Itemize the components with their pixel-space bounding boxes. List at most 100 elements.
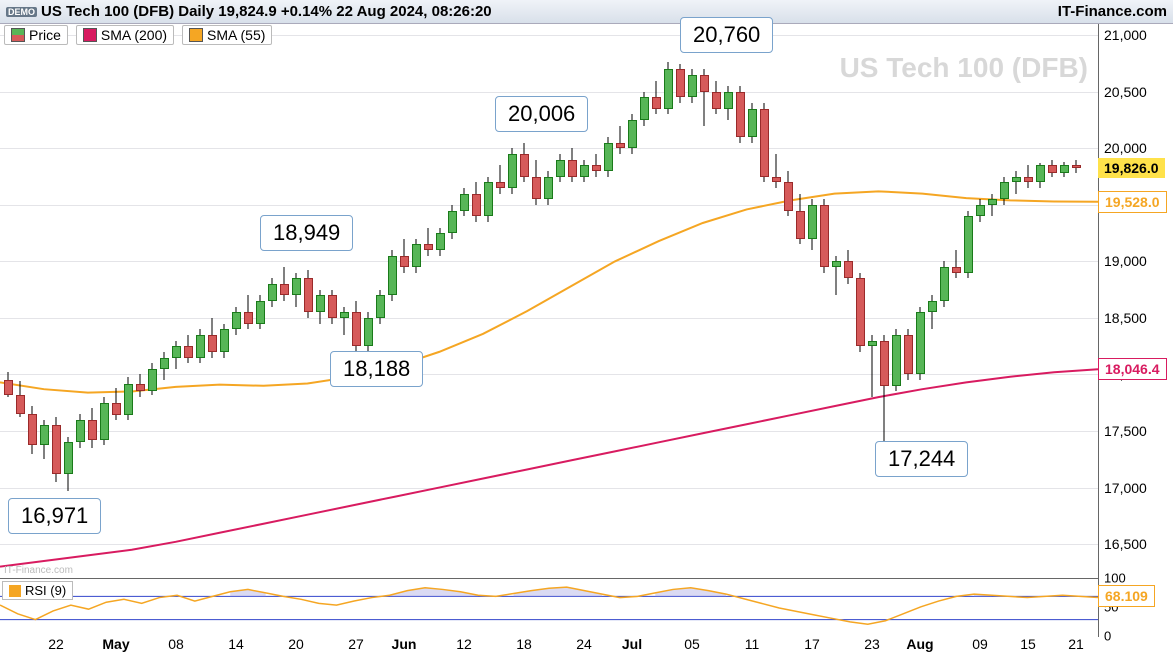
y-tick: 17,000 <box>1104 480 1147 496</box>
candle[interactable] <box>172 341 181 369</box>
candle[interactable] <box>112 388 121 420</box>
candle[interactable] <box>700 69 709 126</box>
candle[interactable] <box>1048 160 1057 177</box>
candle[interactable] <box>196 329 205 363</box>
candle[interactable] <box>16 381 25 417</box>
candle[interactable] <box>664 62 673 114</box>
candle[interactable] <box>340 307 349 335</box>
candle[interactable] <box>256 295 265 329</box>
legend-item[interactable]: SMA (55) <box>182 25 272 45</box>
candle[interactable] <box>316 290 325 324</box>
candle[interactable] <box>76 414 85 448</box>
candle[interactable] <box>412 239 421 273</box>
candle[interactable] <box>928 295 937 329</box>
candle[interactable] <box>544 171 553 205</box>
candle[interactable] <box>64 437 73 491</box>
candle[interactable] <box>208 318 217 358</box>
candle[interactable] <box>244 295 253 329</box>
candle[interactable] <box>484 177 493 222</box>
candle[interactable] <box>640 92 649 126</box>
candle[interactable] <box>736 86 745 143</box>
candle[interactable] <box>832 256 841 296</box>
candle[interactable] <box>988 194 997 217</box>
candle[interactable] <box>568 148 577 182</box>
candle[interactable] <box>904 329 913 380</box>
candle[interactable] <box>616 126 625 154</box>
candle[interactable] <box>604 137 613 177</box>
legend-item[interactable]: Price <box>4 25 68 45</box>
candle[interactable] <box>784 171 793 216</box>
candle[interactable] <box>892 329 901 391</box>
y-tick: 18,500 <box>1104 310 1147 326</box>
candle[interactable] <box>280 267 289 301</box>
candle[interactable] <box>748 103 757 143</box>
candle[interactable] <box>1012 171 1021 194</box>
candle[interactable] <box>844 250 853 284</box>
candle[interactable] <box>712 81 721 115</box>
candle[interactable] <box>628 114 637 154</box>
candle[interactable] <box>100 397 109 444</box>
candle[interactable] <box>220 324 229 358</box>
candle[interactable] <box>232 307 241 335</box>
candle[interactable] <box>136 374 145 397</box>
candle[interactable] <box>820 199 829 272</box>
candle[interactable] <box>328 290 337 324</box>
candle[interactable] <box>124 377 133 420</box>
candle[interactable] <box>808 199 817 250</box>
candle[interactable] <box>580 160 589 183</box>
candle[interactable] <box>520 143 529 183</box>
y-tick: 20,500 <box>1104 84 1147 100</box>
candle[interactable] <box>352 301 361 353</box>
candle[interactable] <box>460 188 469 216</box>
candle[interactable] <box>724 86 733 120</box>
price-callout: 20,760 <box>680 17 773 53</box>
candle[interactable] <box>292 273 301 307</box>
candle[interactable] <box>376 290 385 324</box>
candle[interactable] <box>508 148 517 194</box>
candle[interactable] <box>688 69 697 103</box>
candle[interactable] <box>676 64 685 104</box>
candle[interactable] <box>952 250 961 278</box>
candle[interactable] <box>472 182 481 222</box>
candle[interactable] <box>556 154 565 182</box>
candle[interactable] <box>436 228 445 256</box>
candle[interactable] <box>796 194 805 245</box>
x-tick: 23 <box>864 636 880 652</box>
candle[interactable] <box>592 154 601 177</box>
candle[interactable] <box>184 335 193 363</box>
candle[interactable] <box>1036 163 1045 188</box>
candle[interactable] <box>760 103 769 182</box>
candle[interactable] <box>268 278 277 306</box>
candle[interactable] <box>496 165 505 193</box>
candle[interactable] <box>532 160 541 205</box>
candle[interactable] <box>52 417 61 481</box>
rsi-chart-area[interactable]: RSI (9) <box>0 578 1099 637</box>
candle[interactable] <box>1024 165 1033 188</box>
candle[interactable] <box>424 228 433 256</box>
candle[interactable] <box>304 270 313 317</box>
candle[interactable] <box>4 372 13 397</box>
candle[interactable] <box>40 420 49 460</box>
candle[interactable] <box>1000 177 1009 205</box>
candle[interactable] <box>772 154 781 188</box>
candle[interactable] <box>1060 162 1069 177</box>
candle[interactable] <box>364 312 373 352</box>
candle[interactable] <box>88 408 97 448</box>
candle[interactable] <box>856 273 865 352</box>
candle[interactable] <box>868 335 877 397</box>
candle[interactable] <box>652 81 661 115</box>
candle[interactable] <box>28 406 37 453</box>
legend-item[interactable]: SMA (200) <box>76 25 174 45</box>
candle[interactable] <box>148 363 157 395</box>
candle[interactable] <box>1072 160 1081 174</box>
candle[interactable] <box>388 250 397 301</box>
rsi-value-tag: 68.109 <box>1098 585 1155 607</box>
candle[interactable] <box>964 211 973 279</box>
price-chart-area[interactable]: US Tech 100 (DFB) 16,97118,94918,18820,0… <box>0 24 1099 578</box>
candle[interactable] <box>160 352 169 380</box>
candle[interactable] <box>976 199 985 222</box>
candle[interactable] <box>448 205 457 239</box>
candle[interactable] <box>400 239 409 273</box>
candle[interactable] <box>916 307 925 380</box>
candle[interactable] <box>940 261 949 306</box>
